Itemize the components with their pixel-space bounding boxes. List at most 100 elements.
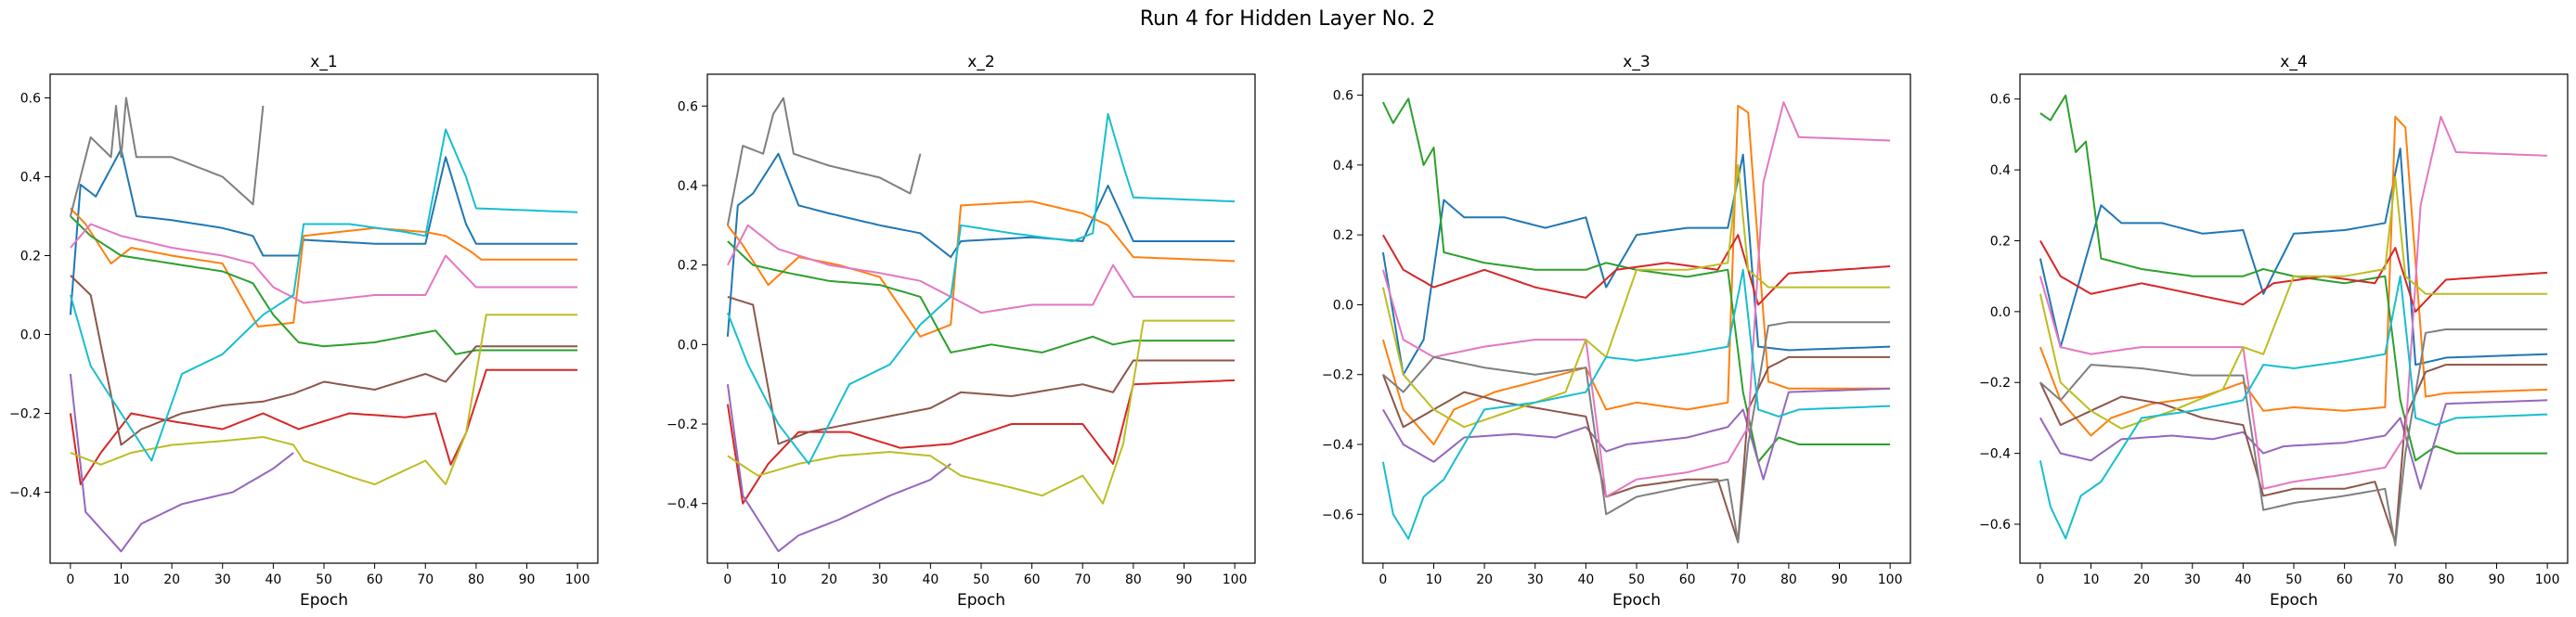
series-line-7	[1381, 101, 1891, 498]
x-tick-label: 60	[2337, 572, 2353, 587]
x-axis-label: Epoch	[1612, 591, 1661, 610]
x-tick-label: 20	[163, 572, 180, 587]
series-line-6	[1381, 355, 1891, 544]
x-tick-label: 70	[1729, 572, 1746, 587]
series-line-3	[70, 215, 578, 355]
y-tick-label: 0.0	[1990, 305, 2011, 320]
plot-frame	[49, 73, 599, 564]
x-tick-label: 90	[2489, 572, 2505, 587]
x-tick-label: 10	[113, 572, 130, 587]
y-tick-label: −0.6	[1322, 508, 1353, 522]
series-group	[1381, 97, 1891, 544]
x-tick-label: 100	[2535, 572, 2560, 587]
y-tick-label: 0.0	[1333, 298, 1353, 313]
x-tick-label: 80	[1780, 572, 1797, 587]
subplot-x-3: x_3 0 10 20 30 40 50 60 70 80 90 100 −0.6 −0.4 −0.2 0.0…	[1322, 53, 1911, 610]
series-line-2	[1381, 104, 1891, 445]
y-tick-label: 0.4	[1990, 163, 2011, 178]
y-tick-label: −0.2	[1322, 368, 1353, 383]
series-line-6	[727, 295, 1236, 445]
series-line-10	[69, 128, 578, 462]
series-group	[2039, 94, 2548, 546]
x-tick-label: 50	[973, 572, 990, 587]
series-line-4	[2039, 240, 2548, 313]
x-tick-label: 40	[2234, 572, 2251, 587]
x-tick-label: 80	[2438, 572, 2454, 587]
y-tick-label: 0.2	[1333, 228, 1353, 243]
series-line-9	[2039, 175, 2548, 430]
y-tick-label: 0.0	[678, 338, 698, 353]
y-tick-label: −0.2	[667, 418, 698, 432]
x-tick-label: 0	[2036, 572, 2044, 587]
y-tick-label: 0.2	[1990, 234, 2011, 249]
series-line-8	[1382, 321, 1891, 544]
x-tick-label: 80	[468, 572, 485, 587]
x-tick-label: 30	[214, 572, 231, 587]
series-line-8	[69, 96, 265, 217]
y-tick-label: −0.2	[9, 407, 41, 422]
x-tick-label: 50	[316, 572, 332, 587]
x-tick-label: 40	[1577, 572, 1594, 587]
y-tick-label: 0.4	[678, 179, 698, 194]
x-tick-label: 60	[1679, 572, 1696, 587]
series-line-5	[2039, 399, 2548, 490]
x-tick-label: 0	[66, 572, 74, 587]
subplot-title: x_4	[2280, 53, 2307, 71]
y-tick-label: −0.4	[9, 486, 41, 501]
x-tick-label: 100	[565, 572, 590, 587]
x-axis-label: Epoch	[957, 591, 1005, 610]
y-tick-label: 0.4	[1333, 159, 1353, 174]
x-tick-label: 90	[1176, 572, 1193, 587]
subplot-title: x_2	[967, 53, 994, 71]
y-tick-label: 0.2	[20, 250, 41, 264]
x-tick-label: 100	[1223, 572, 1248, 587]
series-line-4	[69, 368, 578, 485]
subplot-x-2: x_2 0 10 20 30 40 50 60 70 80 90 100 −0.4 −0.2 0.0 0.2 0…	[667, 53, 1256, 610]
y-tick-label: −0.2	[1979, 376, 2011, 391]
series-line-3	[727, 240, 1236, 353]
figure-suptitle: Run 4 for Hidden Layer No. 2	[1140, 7, 1435, 31]
series-line-10	[726, 112, 1236, 465]
series-line-10	[2039, 275, 2548, 540]
series-line-4	[1382, 234, 1891, 306]
y-tick-label: 0.6	[20, 92, 41, 107]
x-axis-label: Epoch	[2270, 591, 2318, 610]
x-tick-label: 60	[367, 572, 383, 587]
series-line-6	[70, 275, 578, 446]
x-tick-label: 70	[2387, 572, 2403, 587]
x-tick-label: 20	[1476, 572, 1493, 587]
series-line-2	[70, 207, 578, 328]
y-tick-label: 0.4	[20, 171, 41, 186]
x-tick-label: 50	[1628, 572, 1645, 587]
x-tick-label: 90	[1832, 572, 1848, 587]
plot-frame	[2019, 73, 2569, 564]
y-tick-label: −0.4	[1322, 438, 1353, 453]
x-tick-label: 0	[723, 572, 731, 587]
series-line-4	[726, 379, 1236, 505]
x-tick-label: 90	[519, 572, 536, 587]
x-tick-label: 50	[2285, 572, 2302, 587]
x-tick-label: 70	[1074, 572, 1091, 587]
series-line-1	[1381, 153, 1891, 376]
x-tick-label: 10	[1426, 572, 1443, 587]
series-line-2	[2039, 115, 2548, 437]
series-line-2	[727, 200, 1236, 338]
series-line-9	[727, 319, 1236, 505]
series-line-1	[69, 148, 578, 315]
series-line-5	[69, 373, 294, 553]
subplot-x-1: x_1 0 10 20 30 40 50 60 70 80 90 100 −0.4 −0.2 0.0 0.2 0…	[9, 53, 599, 610]
x-tick-label: 10	[770, 572, 787, 587]
y-tick-label: 0.6	[1990, 93, 2011, 108]
x-tick-label: 30	[872, 572, 888, 587]
subplot-title: x_1	[310, 53, 337, 71]
x-tick-label: 60	[1024, 572, 1041, 587]
y-tick-label: −0.6	[1979, 518, 2011, 533]
y-tick-label: −0.4	[667, 497, 698, 512]
subplot-x-4: x_4 0 10 20 30 40 50 60 70 80 90 100 −0.6 −0.4 −0.2 0.0…	[1979, 53, 2569, 610]
series-line-1	[2039, 148, 2548, 366]
series-group	[726, 96, 1236, 553]
y-tick-label: 0.6	[1333, 89, 1353, 104]
series-line-1	[726, 152, 1236, 337]
x-tick-label: 70	[417, 572, 434, 587]
